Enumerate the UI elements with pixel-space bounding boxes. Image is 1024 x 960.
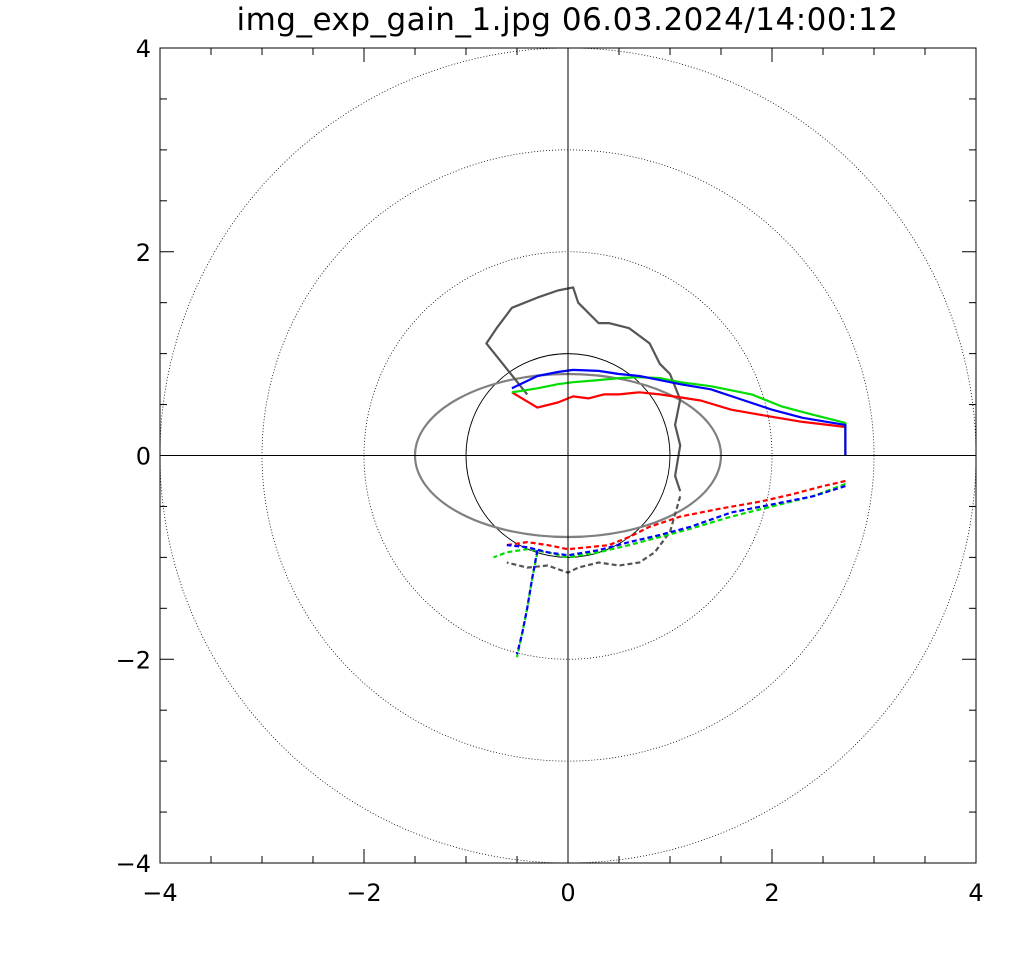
series-line-5 xyxy=(511,376,847,456)
y-tick-label: 2 xyxy=(136,239,151,267)
series-line-2 xyxy=(506,495,682,574)
y-tick-label: −4 xyxy=(116,850,151,878)
x-tick-label: 2 xyxy=(764,879,779,907)
x-tick-label: −4 xyxy=(142,879,177,907)
y-tick-label: −2 xyxy=(116,646,151,674)
chart-title: img_exp_gain_1.jpg 06.03.2024/14:00:12 xyxy=(236,2,899,38)
x-tick-label: 4 xyxy=(968,879,983,907)
series-line-4 xyxy=(506,479,846,551)
series-line-1 xyxy=(485,286,682,492)
y-tick-label: 4 xyxy=(136,35,151,63)
series-line-9 xyxy=(506,485,846,557)
tick-labels: −4 −2 0 2 4 −4 −2 0 2 4 xyxy=(116,35,984,907)
series-line-8 xyxy=(511,368,847,456)
y-tick-label: 0 xyxy=(136,443,151,471)
series-line-10 xyxy=(515,550,539,655)
x-tick-label: 0 xyxy=(560,879,575,907)
x-tick-label: −2 xyxy=(346,879,381,907)
plot-axes xyxy=(159,47,977,864)
series-line-6 xyxy=(493,482,846,559)
data-series xyxy=(485,286,847,658)
